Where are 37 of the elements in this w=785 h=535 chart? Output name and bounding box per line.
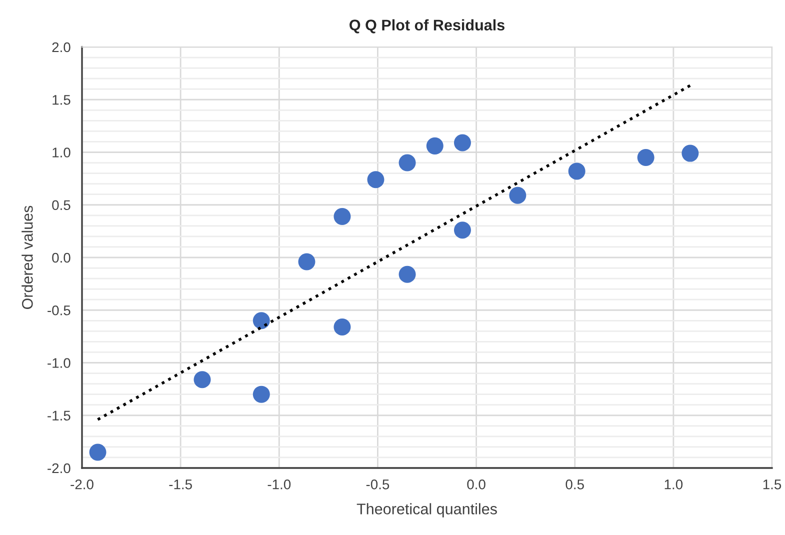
y-tick-label: 1.5 <box>52 95 70 105</box>
point <box>367 171 384 188</box>
y-tick-label: -0.5 <box>48 305 70 316</box>
y-tick-label: -2.0 <box>48 463 70 474</box>
point <box>398 154 416 172</box>
point <box>298 253 316 270</box>
x-tick-label: 1.5 <box>763 480 782 490</box>
x-tick-label: 0.5 <box>566 479 584 490</box>
y-tick-label: 0.0 <box>52 252 70 263</box>
y-tick-label: -1.5 <box>48 410 70 421</box>
y-tick-label: -1.0 <box>48 358 70 368</box>
chart-title: Q Q Plot of Residuals <box>350 19 504 34</box>
y-tick-label: 0.5 <box>52 200 70 210</box>
x-tick-label: -0.5 <box>366 479 390 490</box>
point <box>194 371 211 388</box>
point <box>682 144 699 162</box>
point <box>568 162 586 180</box>
y-axis-title: Ordered values <box>22 206 33 309</box>
point <box>89 444 106 461</box>
y-tick-label: 2.0 <box>52 42 70 52</box>
x-axis-title: Theoretical quantiles <box>356 503 497 518</box>
point <box>252 386 270 403</box>
x-tick-label: -2.0 <box>70 479 94 490</box>
point <box>334 318 351 336</box>
point <box>509 186 526 204</box>
point <box>637 149 654 166</box>
x-tick-label: -1.0 <box>268 479 291 490</box>
x-tick-label: 1.0 <box>664 479 683 490</box>
x-tick-label: 0.0 <box>467 479 486 490</box>
point <box>334 208 351 225</box>
point <box>252 312 270 330</box>
y-tick-label: 1.0 <box>52 148 70 158</box>
point <box>454 134 471 152</box>
point <box>426 137 444 154</box>
point <box>454 222 471 239</box>
point <box>398 266 416 283</box>
x-tick-label: -1.5 <box>169 480 192 490</box>
